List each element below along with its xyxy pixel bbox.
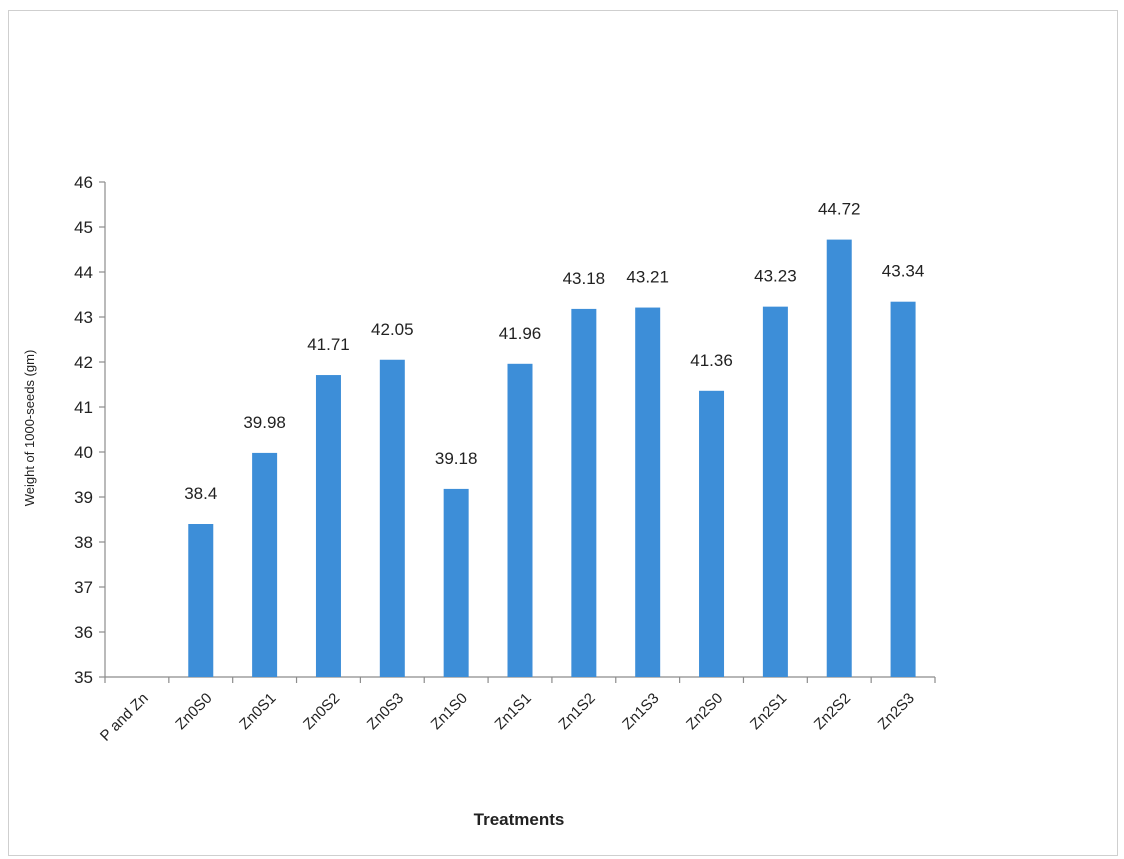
data-label: 38.4 [184, 484, 217, 503]
data-label: 43.21 [626, 268, 669, 287]
y-axis-title: Weight of 1000-seeds (gm) [22, 350, 37, 507]
x-tick-label: Zn0S3 [364, 690, 407, 733]
y-tick-label: 38 [74, 533, 93, 552]
y-tick-label: 43 [74, 308, 93, 327]
data-label: 44.72 [818, 200, 861, 219]
data-label: 39.98 [243, 413, 286, 432]
x-tick-label: Zn0S0 [172, 690, 215, 733]
bar [443, 488, 469, 677]
y-tick-label: 42 [74, 353, 93, 372]
data-label: 41.71 [307, 335, 350, 354]
data-label: 39.18 [435, 449, 478, 468]
x-tick-label: Zn1S3 [619, 690, 662, 733]
x-tick-label: Zn0S2 [300, 690, 343, 733]
x-tick-label: P and Zn [97, 690, 152, 745]
y-tick-label: 45 [74, 218, 93, 237]
y-tick-label: 37 [74, 578, 93, 597]
bar [188, 524, 214, 677]
chart-frame [8, 10, 1118, 856]
bar [699, 390, 725, 677]
y-tick-label: 40 [74, 443, 93, 462]
bar [507, 363, 533, 677]
data-label: 43.23 [754, 267, 797, 286]
bar [762, 306, 788, 677]
x-tick-label: Zn2S1 [747, 690, 790, 733]
bar [890, 301, 916, 677]
bar [826, 239, 852, 677]
x-tick-label: Zn0S1 [236, 690, 279, 733]
bar [379, 359, 405, 677]
data-label: 41.96 [499, 324, 542, 343]
x-axis-title: Treatments [474, 810, 565, 829]
x-tick-label: Zn1S2 [555, 690, 598, 733]
y-tick-label: 44 [74, 263, 93, 282]
data-label: 42.05 [371, 320, 414, 339]
bar [315, 375, 341, 677]
y-tick-label: 39 [74, 488, 93, 507]
y-tick-label: 35 [74, 668, 93, 687]
bar [571, 308, 597, 677]
x-tick-label: Zn2S3 [875, 690, 918, 733]
x-tick-label: Zn2S2 [811, 690, 854, 733]
x-tick-label: Zn2S0 [683, 690, 726, 733]
data-label: 41.36 [690, 351, 733, 370]
y-tick-label: 46 [74, 173, 93, 192]
x-tick-label: Zn1S1 [492, 690, 535, 733]
y-tick-label: 41 [74, 398, 93, 417]
data-label: 43.18 [563, 269, 606, 288]
bar [635, 307, 661, 677]
x-tick-label: Zn1S0 [428, 690, 471, 733]
bar [252, 452, 278, 677]
data-label: 43.34 [882, 262, 925, 281]
y-tick-label: 36 [74, 623, 93, 642]
